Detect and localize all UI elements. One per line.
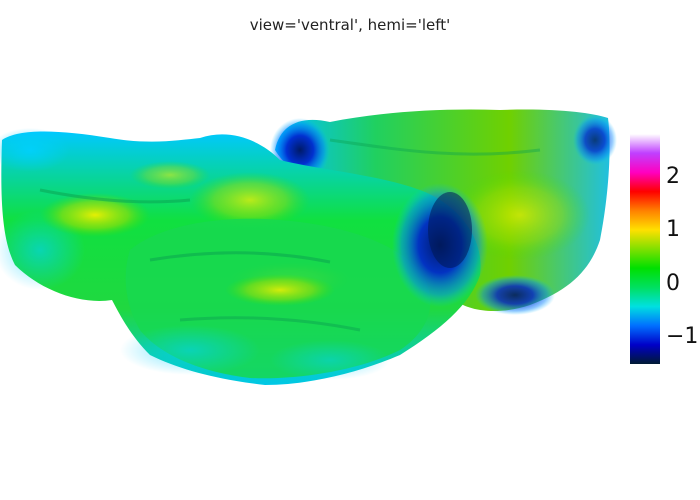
sulcus-line xyxy=(149,251,331,264)
colorbar xyxy=(630,134,660,364)
sulcus-line xyxy=(329,138,541,156)
sulcus-line xyxy=(39,188,191,204)
plot-title: view='ventral', hemi='left' xyxy=(249,16,451,34)
colorbar-tick-label: 1 xyxy=(666,217,680,243)
colorbar-tick-label: −1 xyxy=(666,324,699,350)
colorbar-tick-label: 2 xyxy=(666,163,680,189)
colorbar-tick-label: 0 xyxy=(666,270,680,296)
sulcus-line xyxy=(179,316,361,332)
